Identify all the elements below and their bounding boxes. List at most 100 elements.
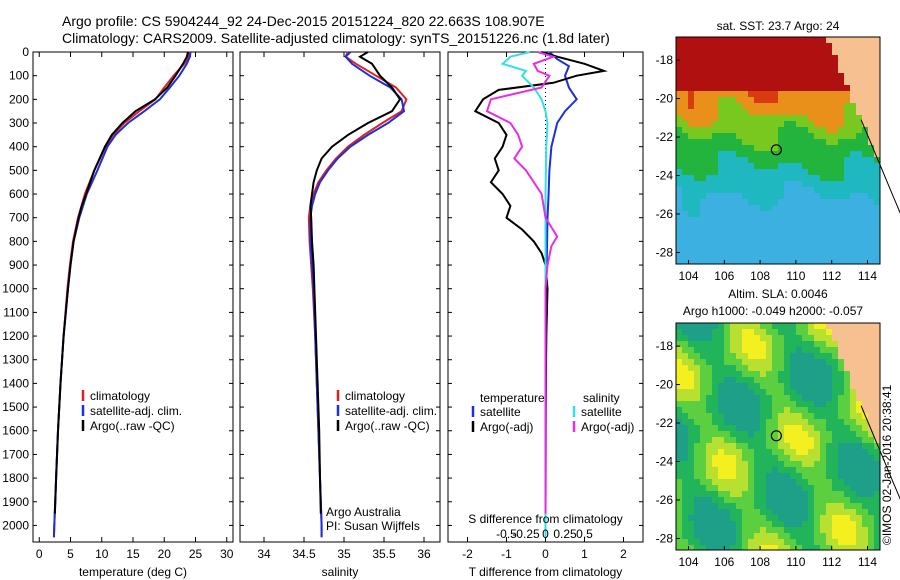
map-cell <box>784 91 790 97</box>
map-cell <box>808 527 814 533</box>
map-cell <box>748 157 754 163</box>
map-cell <box>712 37 718 43</box>
map-cell <box>742 61 748 67</box>
map-cell <box>820 353 826 359</box>
map-cell <box>754 341 760 347</box>
map-cell <box>724 527 730 533</box>
map-cell <box>760 91 766 97</box>
map-cell <box>730 55 736 61</box>
map-cell <box>730 323 736 329</box>
map-cell <box>814 37 820 43</box>
map-cell <box>874 91 880 97</box>
map-cell <box>694 109 700 115</box>
map-cell <box>688 419 694 425</box>
map-cell <box>874 419 880 425</box>
map-cell <box>814 193 820 199</box>
map-cell <box>844 43 850 49</box>
map-cell <box>820 389 826 395</box>
map-cell <box>718 401 724 407</box>
map-cell <box>778 497 784 503</box>
map-cell <box>730 431 736 437</box>
map-cell <box>772 253 778 259</box>
map-cell <box>856 259 862 264</box>
map-cell <box>790 79 796 85</box>
map-cell <box>796 253 802 259</box>
map-cell <box>874 247 880 253</box>
map-cell <box>814 217 820 223</box>
map-cell <box>724 467 730 473</box>
map-cell <box>730 377 736 383</box>
map-cell <box>796 527 802 533</box>
map-cell <box>718 503 724 509</box>
map-cell <box>856 515 862 521</box>
map-cell <box>838 407 844 413</box>
map-cell <box>676 383 682 389</box>
map-cell <box>688 425 694 431</box>
map-cell <box>700 169 706 175</box>
map-cell <box>688 133 694 139</box>
map-cell <box>700 371 706 377</box>
map-cell <box>688 241 694 247</box>
map-cell <box>700 335 706 341</box>
map-cell <box>736 545 742 550</box>
map-cell <box>790 259 796 264</box>
map-cell <box>712 449 718 455</box>
map-cell <box>874 509 880 515</box>
map-cell <box>814 133 820 139</box>
map-cell <box>826 55 832 61</box>
map-cell <box>778 109 784 115</box>
map-cell <box>748 217 754 223</box>
map-cell <box>730 97 736 103</box>
map-cell <box>790 187 796 193</box>
map-cell <box>796 121 802 127</box>
map-cell <box>820 127 826 133</box>
map-cell <box>766 229 772 235</box>
map-cell <box>688 413 694 419</box>
map-cell <box>706 455 712 461</box>
map-cell <box>820 55 826 61</box>
map-cell <box>802 205 808 211</box>
map-cell <box>724 521 730 527</box>
map-cell <box>742 413 748 419</box>
map-cell <box>826 533 832 539</box>
map-cell <box>844 241 850 247</box>
map-cell <box>832 55 838 61</box>
map-cell <box>682 127 688 133</box>
map-cell <box>838 121 844 127</box>
map-cell <box>712 223 718 229</box>
map-cell <box>760 175 766 181</box>
map-cell <box>802 193 808 199</box>
map-cell <box>730 449 736 455</box>
map-cell <box>874 169 880 175</box>
map-cell <box>820 181 826 187</box>
map-cell <box>820 461 826 467</box>
map-cell <box>748 67 754 73</box>
map-cell <box>748 49 754 55</box>
map-cell <box>766 407 772 413</box>
map-cell <box>772 419 778 425</box>
map-cell <box>766 127 772 133</box>
map-cell <box>874 527 880 533</box>
map-cell <box>814 163 820 169</box>
map-cell <box>874 205 880 211</box>
map-cell <box>724 407 730 413</box>
map-cell <box>718 413 724 419</box>
map-cell <box>724 347 730 353</box>
map-cell <box>724 473 730 479</box>
map-cell <box>718 163 724 169</box>
map-cell <box>676 235 682 241</box>
map-cell <box>694 431 700 437</box>
x-tick-label: 36 <box>417 547 431 561</box>
map-cell <box>772 91 778 97</box>
map-cell <box>772 235 778 241</box>
map-cell <box>790 211 796 217</box>
map-cell <box>700 223 706 229</box>
map-cell <box>874 545 880 550</box>
map-cell <box>856 485 862 491</box>
map-cell <box>742 133 748 139</box>
map-cell <box>730 455 736 461</box>
x-tick-label: -2 <box>462 547 473 561</box>
map-cell <box>730 335 736 341</box>
map-cell <box>850 491 856 497</box>
map-cell <box>844 413 850 419</box>
